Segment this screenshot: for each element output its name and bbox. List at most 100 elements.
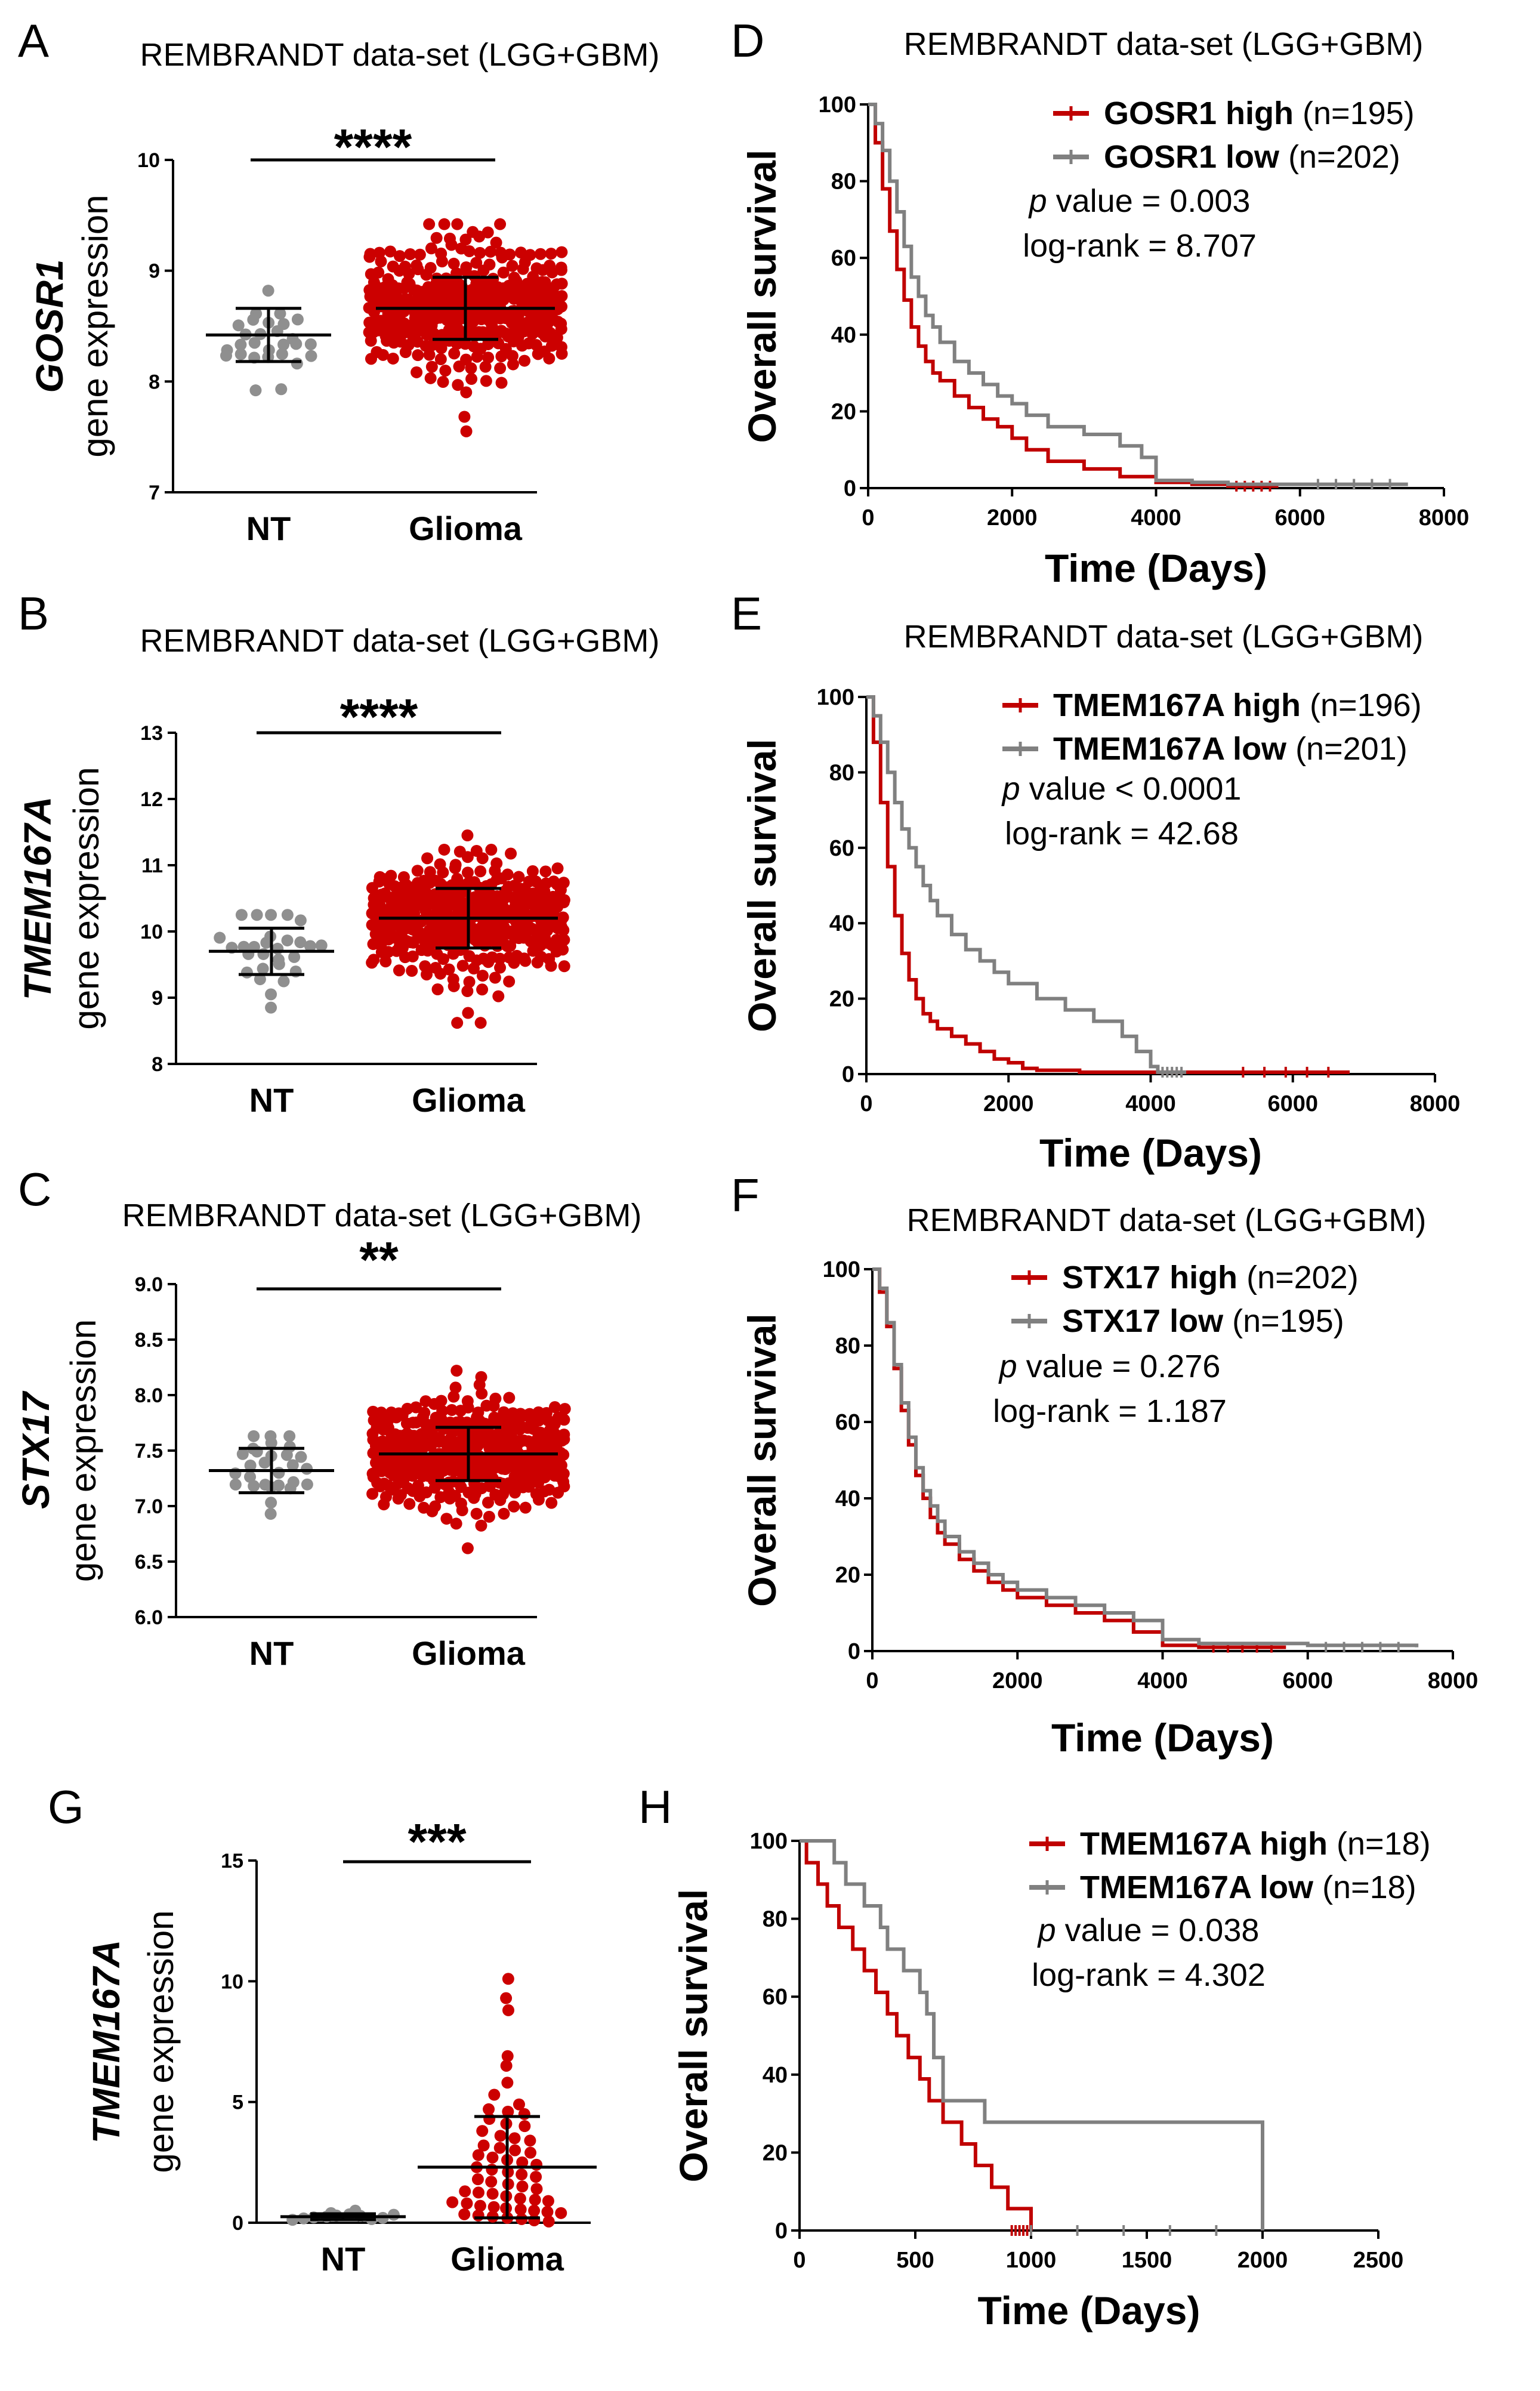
data-point (244, 1471, 257, 1483)
y-tick-label: 12 (140, 788, 163, 811)
panel-title: REMBRANDT data-set (LGG+GBM) (122, 1198, 642, 1233)
y-tick-label: 0 (775, 2219, 788, 2244)
data-point (471, 2173, 484, 2186)
data-point (363, 251, 376, 263)
y-tick-label: 80 (763, 1907, 788, 1932)
data-point (500, 2059, 513, 2072)
data-point (461, 985, 474, 998)
x-category-label: Glioma (412, 1634, 526, 1672)
y-tick-label: 80 (829, 760, 854, 785)
x-tick-label: 1500 (1122, 2248, 1172, 2273)
y-tick-label: 100 (817, 685, 854, 710)
x-tick-label: 500 (896, 2248, 934, 2273)
y-tick-label: 40 (829, 911, 854, 936)
data-point (493, 2142, 506, 2154)
significance-stars: **** (340, 689, 418, 745)
data-point (542, 2195, 554, 2207)
data-point (393, 250, 406, 263)
y-tick-label: 20 (835, 1563, 860, 1588)
data-point (446, 2196, 459, 2208)
data-point (234, 348, 247, 360)
panel-title: REMBRANDT data-set (LGG+GBM) (904, 619, 1424, 655)
data-point (372, 266, 385, 279)
data-point (514, 2192, 526, 2205)
data-point (452, 379, 464, 391)
data-point (532, 1494, 545, 1506)
data-point (459, 264, 472, 277)
survival-curve-low (872, 1267, 1419, 1648)
p-symbol: p (1028, 183, 1047, 219)
data-point (489, 971, 501, 984)
data-point (423, 348, 436, 361)
data-point (235, 909, 248, 921)
data-point (463, 245, 476, 258)
p-value-text: p value < 0.0001 (1001, 771, 1242, 807)
x-tick-label: 0 (793, 2248, 806, 2273)
log-rank-text: log-rank = 8.707 (1023, 228, 1257, 264)
panel-letter: F (731, 1169, 760, 1221)
panel-letter: E (731, 587, 762, 640)
data-point (459, 2185, 471, 2198)
data-point (483, 1480, 496, 1492)
data-point (557, 943, 569, 956)
data-point (406, 965, 418, 977)
data-point (437, 866, 449, 879)
data-point (502, 2105, 514, 2118)
data-point (430, 232, 443, 244)
data-point (435, 342, 448, 354)
data-point (291, 313, 304, 326)
x-tick-label: 0 (862, 505, 874, 530)
data-point (555, 347, 568, 360)
data-point (384, 245, 397, 258)
legend-series-name: STX17 high (1062, 1260, 1246, 1295)
x-tick-label: 2000 (1237, 2248, 1288, 2273)
data-point (258, 1457, 271, 1469)
data-point (558, 960, 570, 973)
y-tick-label: 13 (140, 722, 163, 745)
panel-letter: G (48, 1781, 84, 1833)
data-point (461, 866, 474, 879)
data-point (214, 931, 226, 944)
data-point (403, 1498, 416, 1510)
data-point (461, 829, 474, 842)
y-tick-label: 100 (750, 1829, 788, 1854)
data-point (301, 1478, 313, 1491)
x-tick-label: 6000 (1274, 505, 1325, 530)
legend-label: STX17 high (n=202) (1062, 1260, 1359, 1295)
data-point (450, 1365, 463, 1377)
data-point (378, 1498, 390, 1511)
data-point (485, 2176, 498, 2188)
data-point (558, 1433, 570, 1446)
data-point (434, 967, 447, 980)
data-point (437, 953, 450, 965)
y-axis-title: Overall survival (671, 1889, 715, 2183)
data-point (470, 257, 483, 269)
data-point (436, 255, 448, 268)
data-point (462, 1007, 474, 1019)
survival-curve-high (868, 103, 1279, 488)
y-tick-label: 7 (149, 482, 160, 504)
y-label-gene: TMEM167A (85, 1940, 128, 2143)
data-point (387, 352, 399, 365)
data-point (248, 337, 261, 349)
legend-n: (n=18) (1322, 1869, 1416, 1905)
data-point (254, 973, 266, 986)
data-point (476, 852, 489, 865)
data-point (273, 958, 285, 970)
x-tick-label: 8000 (1419, 505, 1470, 530)
data-point (494, 1494, 507, 1506)
data-point (445, 239, 458, 251)
y-tick-label: 8.5 (135, 1329, 163, 1352)
y-tick-label: 60 (763, 1985, 788, 2010)
data-point (558, 1403, 571, 1415)
y-tick-label: 10 (221, 1970, 243, 1993)
y-axis-title: Overall survival (740, 150, 784, 443)
data-point (425, 360, 438, 373)
data-point (280, 1449, 293, 1461)
data-point (448, 980, 460, 992)
data-point (305, 350, 317, 362)
data-point (249, 384, 262, 397)
data-point (474, 246, 486, 259)
data-point (508, 957, 520, 969)
data-point (387, 2208, 400, 2221)
